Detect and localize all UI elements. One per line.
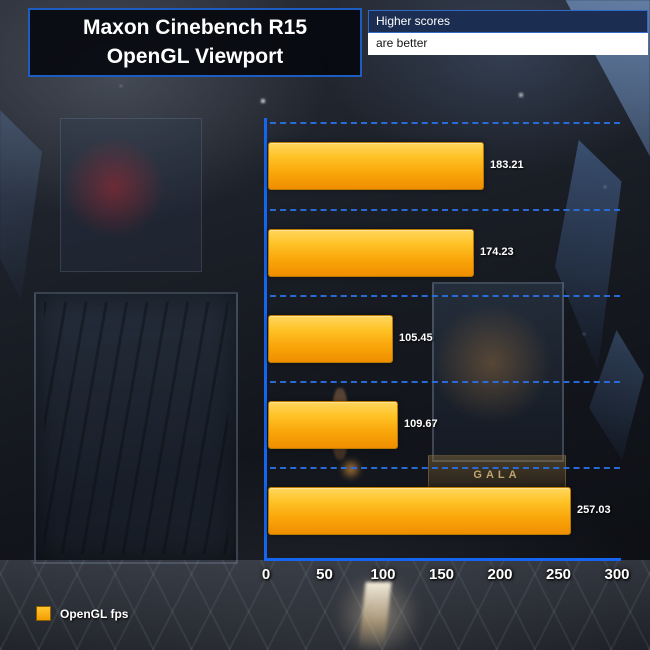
bar-2 (268, 229, 474, 277)
display-case (34, 292, 238, 564)
x-tick-label: 250 (545, 566, 572, 583)
torch-glow (340, 458, 362, 480)
x-tick-label: 200 (487, 566, 513, 583)
bar-value-label: 257.03 (577, 504, 611, 516)
bar-value-label: 174.23 (480, 246, 514, 258)
legend-swatch (36, 606, 51, 621)
chart-title-line1: Maxon Cinebench R15 (82, 16, 308, 39)
chart-title-line2: OpenGL Viewport (106, 45, 284, 68)
x-tick-label: 300 (604, 566, 630, 583)
display-case (432, 282, 564, 462)
note-higher-scores: Higher scores (368, 10, 648, 33)
gridline (270, 380, 620, 383)
y-axis-line (264, 118, 267, 561)
bar-value-label: 109.67 (404, 418, 438, 430)
background-case-label: GALA (473, 469, 521, 481)
note-are-better: are better (368, 33, 648, 55)
gridline (270, 208, 620, 211)
bar-value-label: 105.45 (399, 332, 433, 344)
x-tick-label: 100 (370, 566, 396, 583)
sword-rack (44, 302, 228, 554)
legend-label: OpenGL fps (60, 606, 129, 621)
display-case (60, 118, 202, 272)
bar-value-label: 183.21 (490, 159, 524, 171)
gridline (270, 294, 620, 297)
chart-title-box: Maxon Cinebench R15 OpenGL Viewport (28, 8, 362, 77)
x-tick-label: 0 (261, 566, 271, 583)
x-tick-label: 50 (316, 566, 333, 583)
bar-3 (268, 315, 393, 363)
gridline (270, 122, 620, 124)
tiled-floor (0, 560, 650, 650)
note-box: Higher scores are better (368, 10, 648, 55)
x-tick-label: 150 (428, 566, 455, 583)
bar-5 (268, 487, 571, 535)
bar-1 (268, 142, 484, 190)
legend: OpenGL fps (36, 606, 128, 621)
gridline (270, 466, 620, 469)
bar-4 (268, 401, 398, 449)
x-axis-line (264, 558, 621, 561)
